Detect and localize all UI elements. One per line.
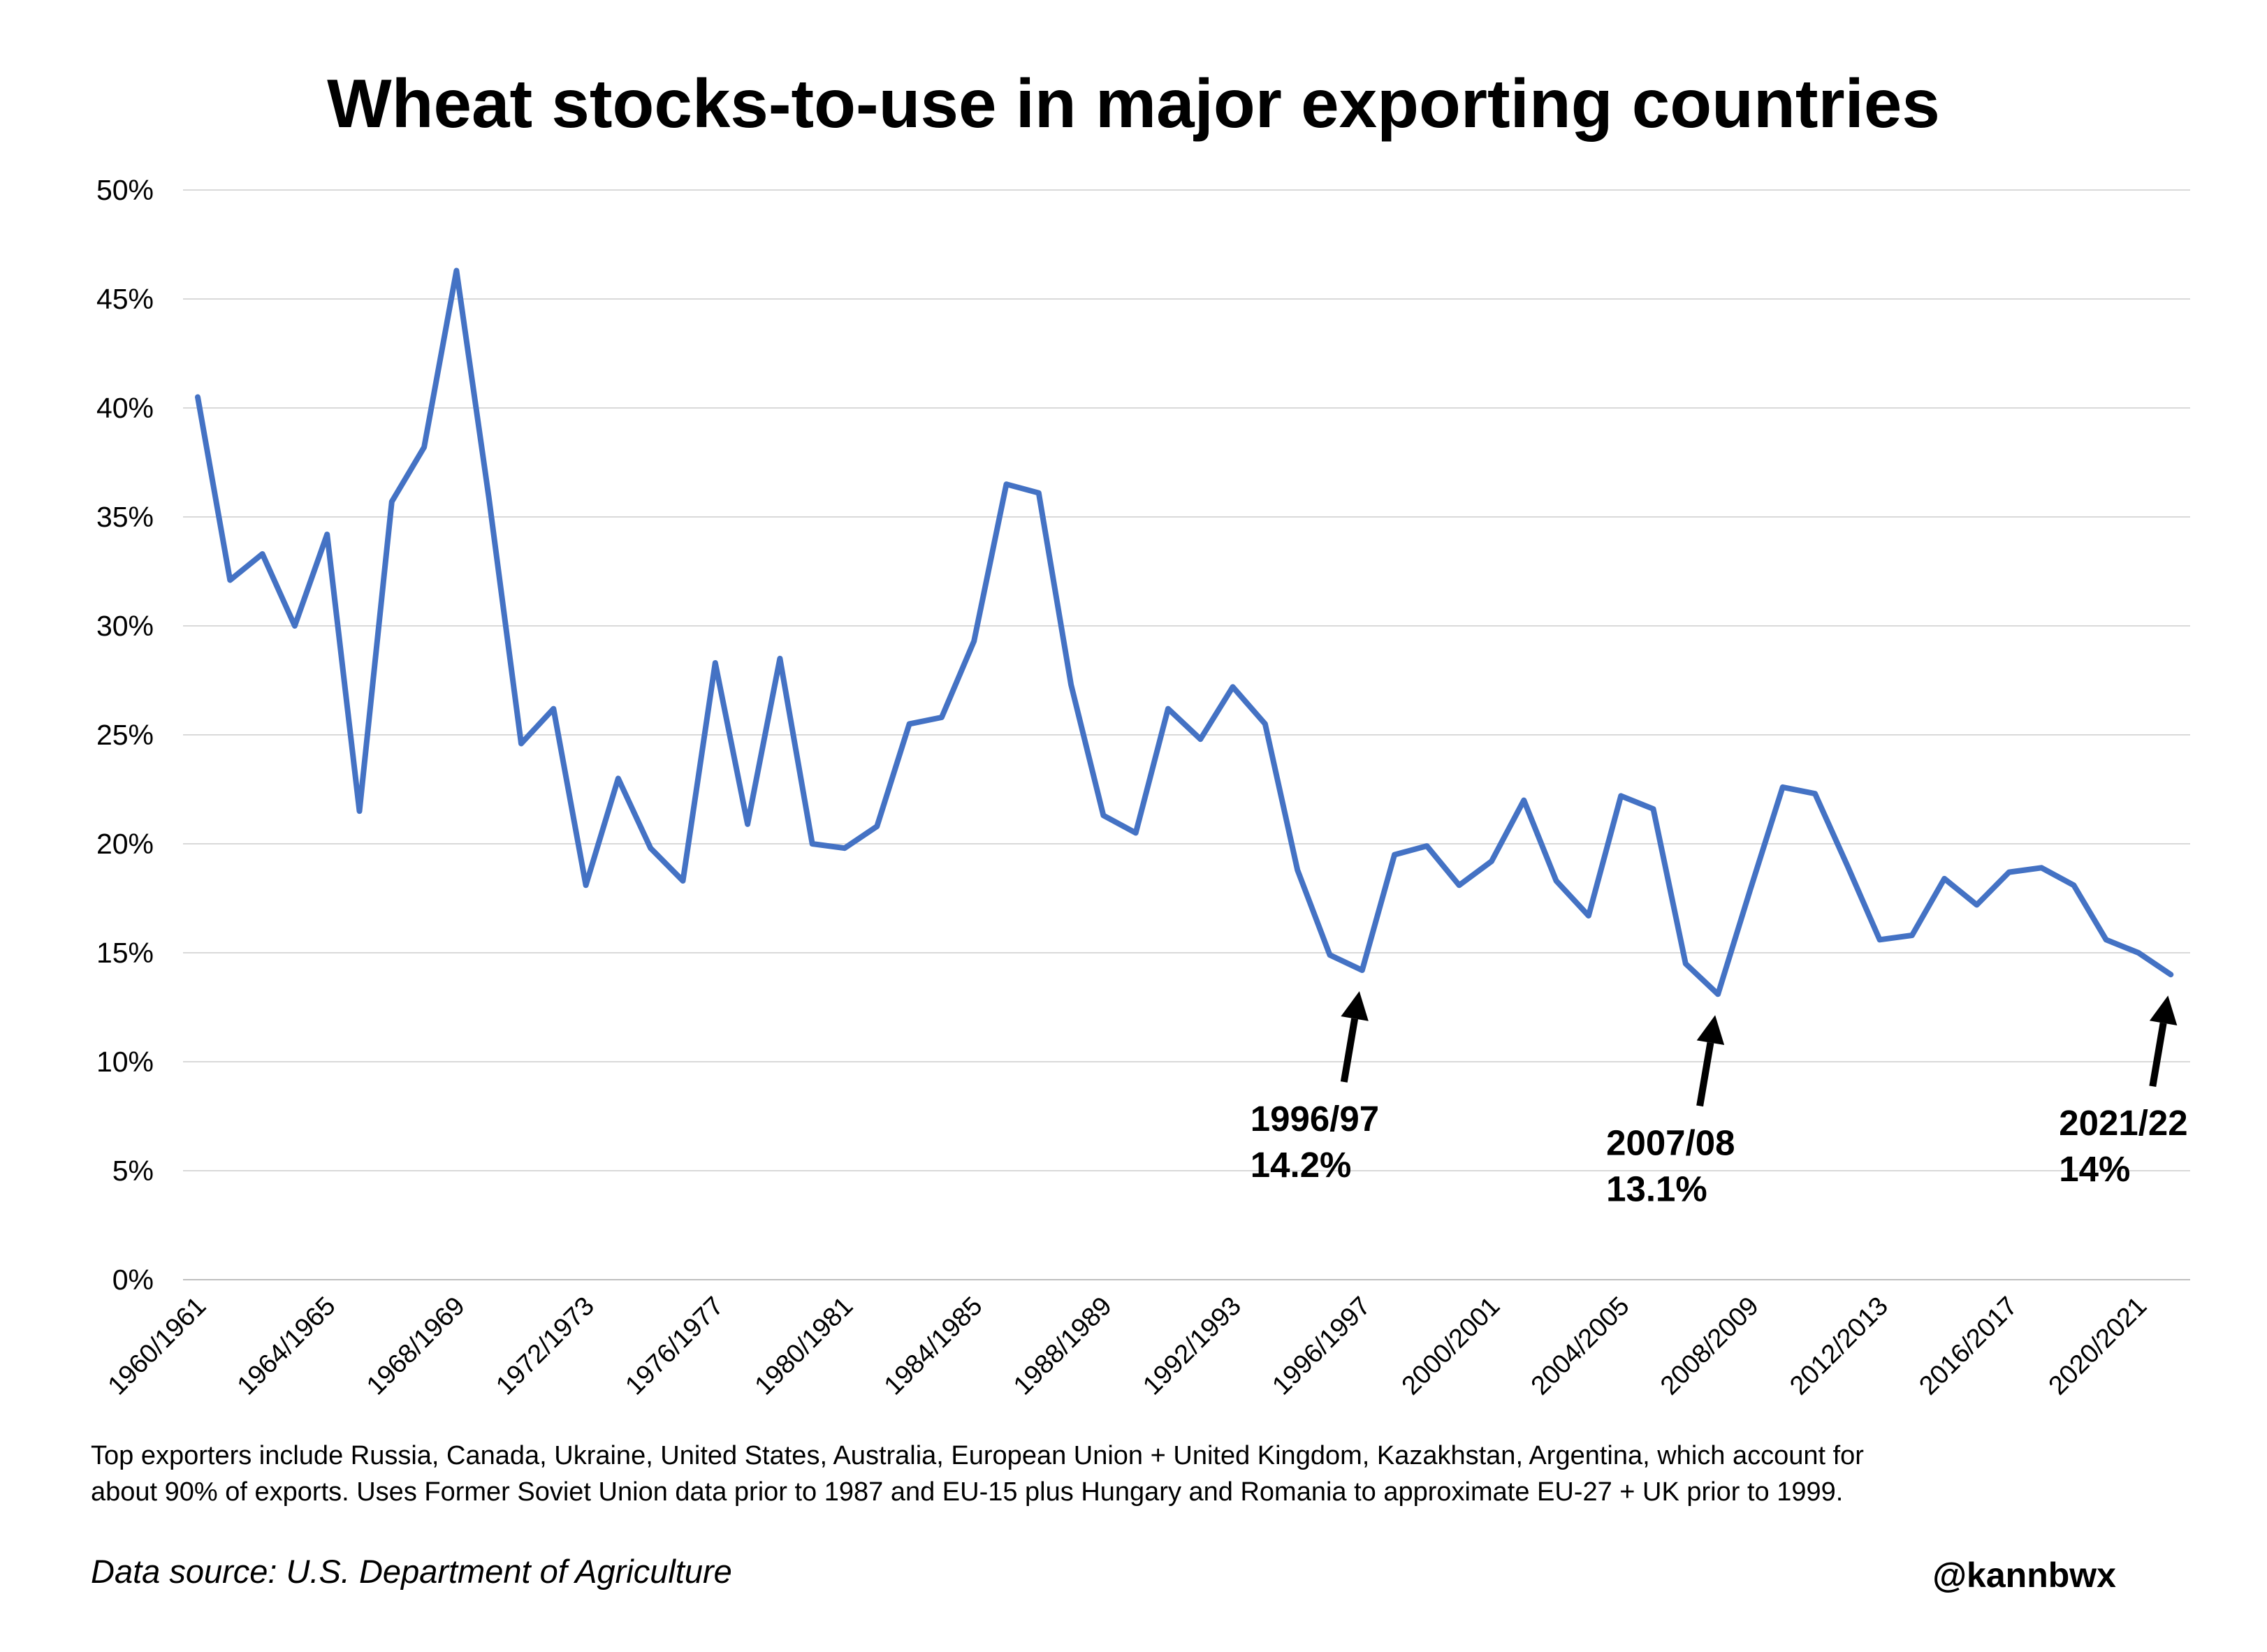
x-tick-label: 1960/1961 <box>103 1292 212 1401</box>
annotation-value: 13.1% <box>1606 1169 1707 1208</box>
x-tick-label: 2012/2013 <box>1784 1292 1894 1401</box>
x-tick-label: 2020/2021 <box>2043 1292 2153 1401</box>
y-tick-label: 30% <box>96 610 154 642</box>
x-tick-label: 1976/1977 <box>620 1292 729 1401</box>
footnote-line-1: Top exporters include Russia, Canada, Uk… <box>91 1441 1864 1470</box>
x-tick-label: 1992/1993 <box>1137 1292 1247 1401</box>
y-tick-label: 15% <box>96 937 154 969</box>
annotation-arrow-shaft <box>2149 1022 2167 1088</box>
y-tick-label: 35% <box>96 501 154 533</box>
x-tick-label: 1980/1981 <box>750 1292 859 1401</box>
footnote: Top exporters include Russia, Canada, Uk… <box>91 1438 2187 1510</box>
y-tick-label: 40% <box>96 392 154 424</box>
x-tick-label: 1984/1985 <box>879 1292 989 1401</box>
annotation-value: 14% <box>2059 1149 2130 1189</box>
x-tick-label: 2016/2017 <box>1914 1292 2023 1401</box>
x-tick-label: 1988/1989 <box>1008 1292 1118 1401</box>
footnote-line-2: about 90% of exports. Uses Former Soviet… <box>91 1477 1844 1507</box>
annotation-arrow-shaft <box>1340 1018 1359 1083</box>
y-tick-label: 45% <box>96 283 154 315</box>
y-tick-label: 50% <box>96 174 154 206</box>
y-tick-label: 5% <box>112 1155 154 1187</box>
annotation-label: 2021/22 <box>2059 1103 2187 1143</box>
annotation-label: 2007/08 <box>1606 1123 1735 1162</box>
y-axis-ticks: 0% 5% 10% 15% 20% 25% 30% 35% 40% 45% 50% <box>96 174 154 1296</box>
y-tick-label: 20% <box>96 828 154 860</box>
annotation-arrow-shaft <box>1696 1041 1714 1107</box>
x-tick-label: 1968/1969 <box>361 1292 471 1401</box>
series-line-stocks-to-use <box>195 268 2174 997</box>
annotation-label: 1996/97 <box>1251 1099 1379 1139</box>
data-source: Data source: U.S. Department of Agricult… <box>91 1553 732 1590</box>
annotations: 1996/97 14.2% 2007/08 13.1% 2021/22 14% <box>1251 991 2188 1208</box>
chart-title: Wheat stocks-to-use in major exporting c… <box>327 65 1940 142</box>
y-tick-label: 25% <box>96 719 154 751</box>
gridlines <box>183 189 2190 1280</box>
annotation-arrowhead <box>1696 1015 1725 1046</box>
author-handle: @kannbwx <box>1932 1556 2116 1595</box>
x-tick-label: 2004/2005 <box>1526 1292 1635 1401</box>
annotation-value: 14.2% <box>1251 1145 1352 1185</box>
x-axis-ticks: 1960/1961 1964/1965 1968/1969 1972/1973 1976… <box>103 1292 2153 1401</box>
x-tick-label: 1964/1965 <box>232 1292 342 1401</box>
x-tick-label: 1972/1973 <box>490 1292 600 1401</box>
y-tick-label: 0% <box>112 1264 154 1296</box>
x-tick-label: 1996/1997 <box>1267 1292 1376 1401</box>
series-layer <box>195 268 2174 997</box>
x-tick-label: 2008/2009 <box>1655 1292 1765 1401</box>
annotation-arrowhead <box>2149 995 2178 1025</box>
annotation-arrowhead <box>1341 991 1369 1021</box>
y-tick-label: 10% <box>96 1046 154 1078</box>
x-tick-label: 2000/2001 <box>1397 1292 1506 1401</box>
